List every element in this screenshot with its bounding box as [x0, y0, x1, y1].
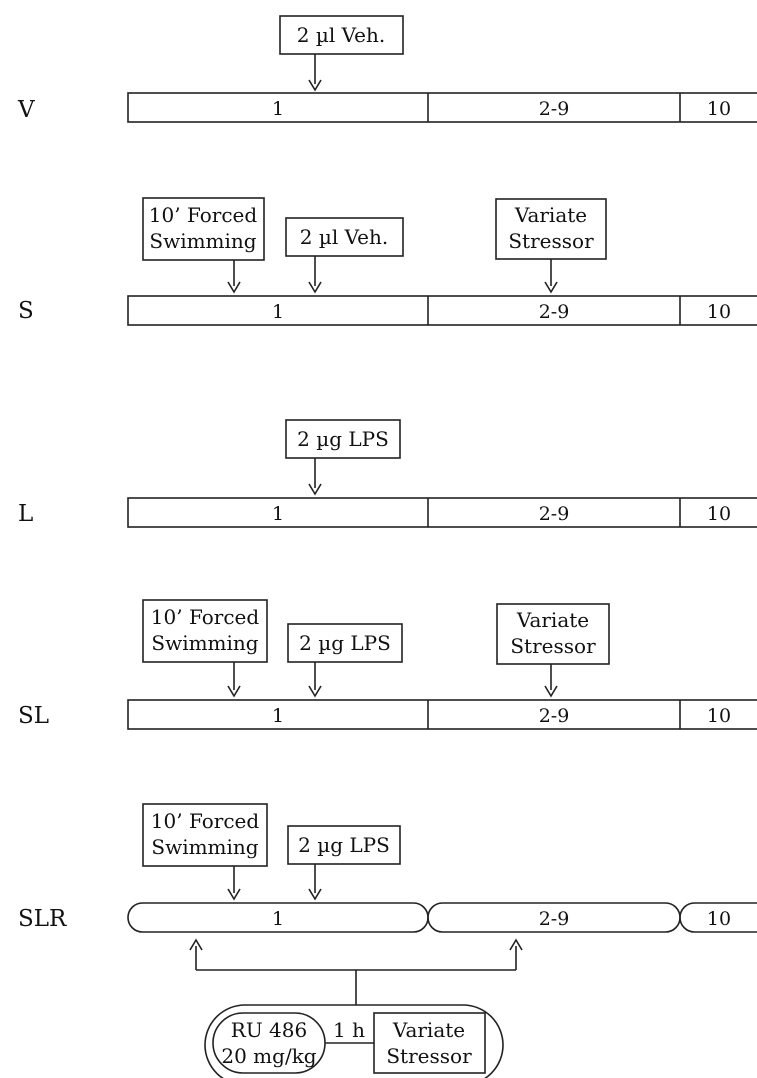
arrow-head: [227, 281, 241, 294]
timeline-bar: [127, 92, 757, 123]
arrow-head: [308, 483, 322, 496]
segment-label-day-10: 10: [707, 98, 731, 120]
lps-box: 2 µg LPS: [287, 623, 403, 663]
interval-label: 1 h: [333, 1018, 365, 1042]
segment-label-day-10: 10: [707, 908, 731, 930]
arrow-head: [544, 685, 558, 698]
arrow-head: [308, 281, 322, 294]
ru486-dose: 20 mg/kg: [221, 1044, 316, 1068]
treatment-capsule: RU 486 20 mg/kg 1 h Variate Stressor: [204, 1004, 504, 1078]
group-l: L 1 2-9 10 2 µg LPS: [18, 419, 757, 528]
svg-text:10’ Forced: 10’ Forced: [151, 809, 260, 833]
arrow-head: [227, 685, 241, 698]
forced-swimming-box: 10’ Forced Swimming: [142, 197, 265, 261]
segment-label-day-1: 1: [272, 503, 284, 525]
timeline-pill-day-10: [679, 902, 757, 933]
variate-stressor-box: [373, 1012, 486, 1074]
forced-swimming-box: 10’ Forced Swimming: [142, 803, 268, 867]
svg-text:Variate: Variate: [392, 1018, 465, 1042]
group-slr: SLR 1 2-9 10 10’ Forced Swimming 2 µg LP…: [18, 803, 757, 1078]
arrow-head: [544, 281, 558, 294]
timeline-bar: [127, 497, 757, 528]
svg-text:2 µg LPS: 2 µg LPS: [299, 631, 391, 655]
timeline-bar: [127, 295, 757, 326]
segment-label-days-2-9: 2-9: [539, 301, 570, 323]
group-label: SLR: [18, 906, 67, 932]
group-label: SL: [18, 703, 49, 729]
variate-stressor-box: Variate Stressor: [496, 603, 610, 665]
arrow-head: [227, 888, 241, 901]
svg-text:Swimming: Swimming: [151, 835, 258, 859]
segment-label-day-1: 1: [272, 908, 284, 930]
group-label: V: [17, 97, 35, 123]
segment-label-days-2-9: 2-9: [539, 908, 570, 930]
variate-stressor-box: Variate Stressor: [495, 198, 607, 260]
segment-label-day-10: 10: [707, 705, 731, 727]
svg-text:2 µl Veh.: 2 µl Veh.: [297, 23, 386, 47]
group-label: L: [18, 501, 33, 527]
svg-text:Stressor: Stressor: [510, 634, 596, 658]
segment-label-day-1: 1: [272, 705, 284, 727]
svg-text:Variate: Variate: [516, 608, 589, 632]
svg-text:Swimming: Swimming: [151, 631, 258, 655]
segment-label-day-1: 1: [272, 301, 284, 323]
svg-text:Stressor: Stressor: [386, 1044, 472, 1068]
segment-label-days-2-9: 2-9: [539, 503, 570, 525]
group-label: S: [18, 298, 34, 324]
segment-label-day-1: 1: [272, 98, 284, 120]
group-s: S 1 2-9 10 10’ Forced Swimming 2 µl Veh.: [18, 197, 757, 326]
svg-text:Swimming: Swimming: [149, 229, 256, 253]
vehicle-box: 2 µl Veh.: [285, 217, 404, 257]
svg-text:10’ Forced: 10’ Forced: [151, 605, 260, 629]
lps-box: 2 µg LPS: [285, 419, 401, 459]
segment-label-days-2-9: 2-9: [539, 705, 570, 727]
arrow-head: [308, 888, 322, 901]
group-sl: SL 1 2-9 10 10’ Forced Swimming 2 µg LPS: [18, 599, 757, 730]
svg-text:Stressor: Stressor: [508, 229, 594, 253]
arrow-head: [308, 79, 322, 92]
svg-text:Variate: Variate: [514, 203, 587, 227]
arrow-head: [308, 685, 322, 698]
vehicle-box: 2 µl Veh.: [279, 15, 404, 55]
forced-swimming-box: 10’ Forced Swimming: [142, 599, 268, 663]
svg-text:10’ Forced: 10’ Forced: [149, 203, 258, 227]
timeline-bar: [127, 699, 757, 730]
svg-text:2 µg LPS: 2 µg LPS: [297, 427, 389, 451]
segment-label-days-2-9: 2-9: [539, 98, 570, 120]
arrow-head: [189, 938, 203, 951]
group-v: V 1 2-9 10 2 µl Veh.: [17, 15, 757, 123]
lps-box: 2 µg LPS: [287, 825, 401, 865]
ru486-label: RU 486: [231, 1018, 307, 1042]
svg-text:2 µl Veh.: 2 µl Veh.: [300, 225, 389, 249]
arrow-head: [509, 938, 523, 951]
segment-label-day-10: 10: [707, 503, 731, 525]
segment-label-day-10: 10: [707, 301, 731, 323]
svg-text:2 µg LPS: 2 µg LPS: [298, 833, 390, 857]
